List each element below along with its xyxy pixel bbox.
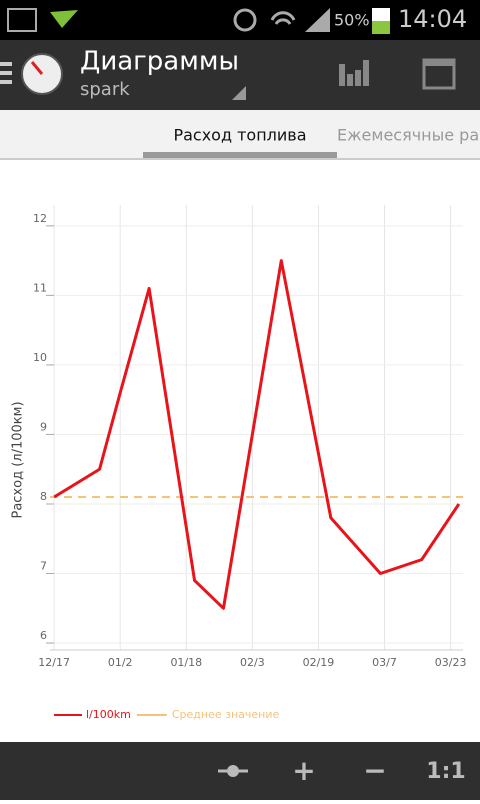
status-bar xyxy=(0,0,480,40)
tab-indicator xyxy=(143,152,337,158)
wifi-icon xyxy=(270,11,296,25)
y-axis-label: Расход (л/100км) xyxy=(11,401,26,518)
subtitle[interactable]: spark xyxy=(80,79,130,100)
y-tick-label: 10 xyxy=(33,351,47,364)
x-tick-label: 12/17 xyxy=(38,656,70,669)
logo-needle xyxy=(30,61,44,75)
legend-label: Среднее значение xyxy=(172,708,280,721)
x-tick-label: 02/19 xyxy=(303,656,335,669)
tab-bar xyxy=(0,110,480,160)
signal-icon xyxy=(305,8,330,32)
y-tick-label: 12 xyxy=(33,212,47,225)
menu-button[interactable] xyxy=(0,62,12,84)
app-icon xyxy=(50,10,78,28)
x-tick-label: 03/23 xyxy=(435,656,467,669)
slider-button[interactable] xyxy=(218,765,248,777)
gallery-icon xyxy=(7,8,37,32)
y-tick-label: 8 xyxy=(40,490,47,503)
y-tick-label: 7 xyxy=(40,560,47,573)
tab[interactable]: Ежемесячные рас xyxy=(337,126,480,145)
tab-divider xyxy=(0,158,480,160)
data-line xyxy=(53,259,461,610)
battery-level xyxy=(372,21,390,34)
zoom-reset[interactable]: 1:1 xyxy=(426,759,465,784)
y-tick-label: 9 xyxy=(40,420,47,433)
alarm-icon xyxy=(233,8,257,32)
x-tick-label: 01/2 xyxy=(108,656,133,669)
zoom-in[interactable]: + xyxy=(292,754,315,787)
x-tick-label: 02/3 xyxy=(240,656,265,669)
zoom-out[interactable]: − xyxy=(363,754,386,787)
x-tick-label: 03/7 xyxy=(372,656,397,669)
battery-text: 50% xyxy=(334,11,370,30)
title: Диаграммы xyxy=(80,47,239,77)
y-tick-label: 6 xyxy=(40,629,47,642)
spinner-arrow xyxy=(232,86,246,100)
x-tick-label: 01/18 xyxy=(170,656,202,669)
tab-active[interactable]: Расход топлива xyxy=(173,126,306,145)
chart-button[interactable] xyxy=(339,60,369,86)
clock: 14:04 xyxy=(398,5,467,33)
legend-label: l/100km xyxy=(86,708,131,721)
calendar-button[interactable] xyxy=(422,58,456,90)
chart: 12/17 01/2 01/18 02/3 02/19 03/7 03/23 6 7 8 9 10 11… xyxy=(11,205,467,721)
y-tick-label: 11 xyxy=(33,281,47,294)
